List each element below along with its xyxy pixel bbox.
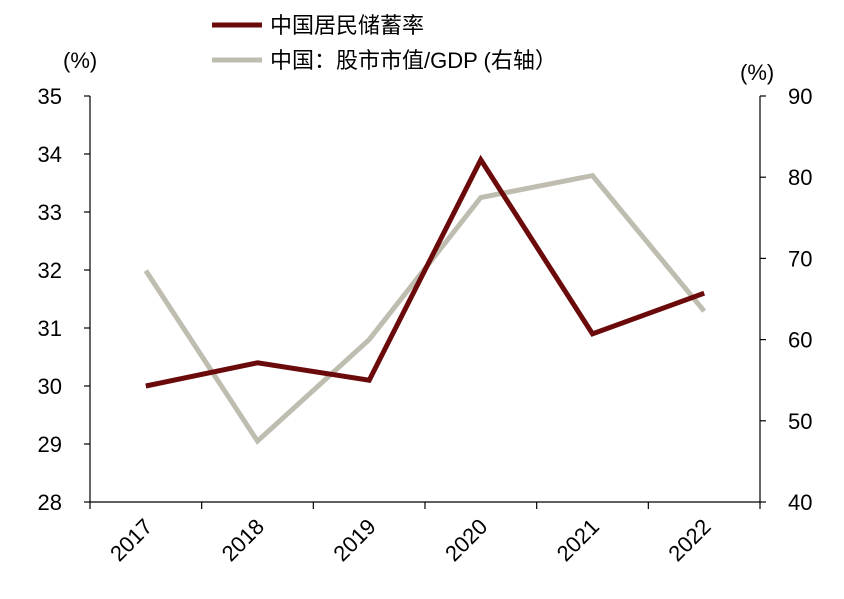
left-tick-label: 35: [38, 84, 62, 109]
series-line-market-cap-gdp: [143, 172, 707, 445]
left-tick-label: 34: [38, 142, 62, 167]
legend-label-market-cap-gdp: 中国：股市市值/GDP (右轴）: [270, 48, 557, 73]
series-lines: [143, 154, 707, 445]
right-tick-label: 40: [788, 490, 812, 515]
x-tick-label: 2021: [552, 514, 604, 566]
right-axis-ticks: 40 50 60 70 80 90: [760, 84, 812, 515]
right-tick-label: 50: [788, 409, 812, 434]
right-tick-label: 90: [788, 84, 812, 109]
right-axis-unit: (%): [740, 60, 774, 85]
legend-label-savings-rate: 中国居民储蓄率: [270, 13, 424, 38]
left-axis-unit: (%): [63, 48, 97, 73]
legend: 中国居民储蓄率 中国：股市市值/GDP (右轴）: [212, 13, 557, 73]
left-tick-label: 29: [38, 432, 62, 457]
right-tick-label: 80: [788, 165, 812, 190]
x-tick-label: 2019: [328, 514, 380, 566]
x-tick-label: 2017: [105, 514, 157, 566]
x-tick-label: 2020: [440, 514, 492, 566]
left-tick-label: 28: [38, 490, 62, 515]
x-tick-label: 2022: [663, 514, 715, 566]
left-tick-label: 32: [38, 258, 62, 283]
series-line-savings-rate: [145, 154, 706, 389]
left-tick-label: 31: [38, 316, 62, 341]
left-axis-ticks: 28 29 30 31 32 33 34 35: [38, 84, 90, 515]
right-tick-label: 60: [788, 328, 812, 353]
left-tick-label: 33: [38, 200, 62, 225]
left-tick-label: 30: [38, 374, 62, 399]
x-axis-ticks: 2017 2018 2019 2020 2021 2022: [89, 502, 761, 566]
x-tick-label: 2018: [217, 514, 269, 566]
right-tick-label: 70: [788, 246, 812, 271]
